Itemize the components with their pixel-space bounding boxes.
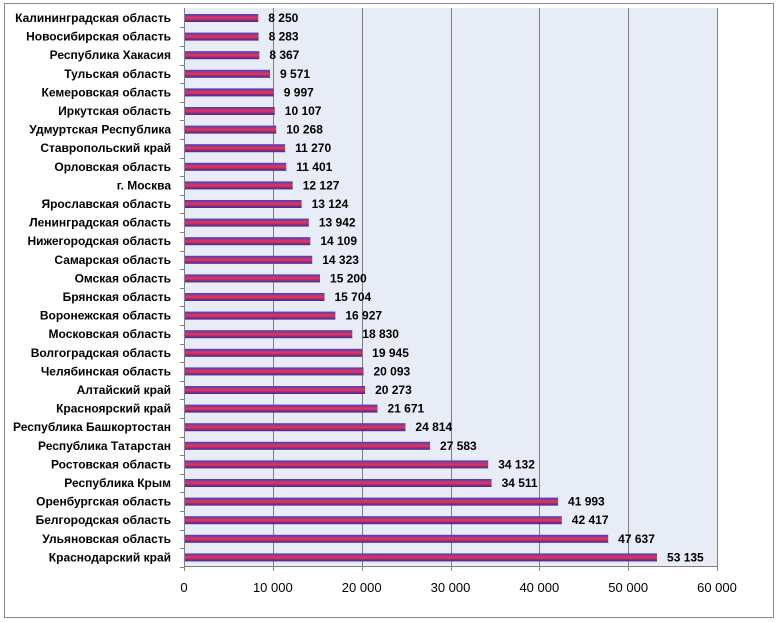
data-label: 13 942 [319,216,356,230]
bar [185,69,271,78]
data-label: 42 417 [572,513,609,527]
bar [185,330,353,339]
category-label: Новосибирская область [26,30,171,44]
x-tick-label: 30 000 [431,580,471,595]
category-label: Ростовская область [51,457,171,471]
x-tick-label: 50 000 [608,580,648,595]
bar [185,88,274,97]
data-label: 41 993 [568,495,605,509]
data-label: 21 671 [388,402,425,416]
bar [185,534,609,543]
bar [185,125,277,134]
bar [185,553,658,562]
x-tick-label: 0 [180,580,187,595]
x-tick-label: 10 000 [253,580,293,595]
data-label: 47 637 [618,532,655,546]
bar [185,423,406,432]
data-label: 14 109 [320,234,357,248]
data-label: 18 830 [362,327,399,341]
category-label: Иркутская область [58,104,171,118]
bar [185,255,313,264]
category-label: Самарская область [54,253,171,267]
data-label: 19 945 [372,346,409,360]
data-label: 9 571 [280,67,310,81]
category-label: Республика Татарстан [38,439,171,453]
data-label: 20 273 [375,383,412,397]
category-label: Брянская область [63,290,171,304]
category-label: Белгородская область [36,513,171,527]
category-label: Ульяновская область [42,532,171,546]
bar [185,14,259,22]
data-label: 10 268 [286,123,323,137]
category-label: г. Москва [117,178,172,192]
data-label: 8 250 [268,11,298,25]
bar [185,107,275,115]
data-label: 8 283 [269,30,299,44]
x-tick-label: 60 000 [697,580,737,595]
category-label: Нижегородская область [27,234,171,248]
data-label: 8 367 [269,48,299,62]
category-label: Калининградская область [15,11,171,25]
data-label: 34 132 [498,457,535,471]
category-label: Кемеровская область [42,85,172,99]
x-tick-label: 20 000 [342,580,382,595]
bar [185,497,559,506]
bar [185,479,492,487]
data-label: 27 583 [440,439,477,453]
data-label: 34 511 [502,476,538,490]
bar [185,274,321,283]
bar [185,144,286,153]
data-label: 12 127 [303,178,340,192]
category-label: Ставропольский край [40,141,171,155]
category-label: Волгоградская область [31,346,171,360]
data-label: 53 135 [667,550,704,564]
category-label: Республика Крым [64,476,171,490]
bar [185,348,363,357]
category-label: Воронежская область [40,309,171,323]
x-tick-label: 40 000 [519,580,559,595]
bar [185,516,562,525]
category-label: Красноярский край [56,402,171,416]
category-label: Ленинградская область [29,216,171,230]
bar [185,200,302,208]
data-label: 20 093 [373,364,410,378]
bar [185,404,378,413]
bar [185,237,311,246]
bar [185,460,489,469]
data-label: 14 323 [322,253,359,267]
data-label: 15 200 [330,271,367,285]
bar [185,441,431,450]
data-label: 13 124 [312,197,349,211]
category-label: Краснодарский край [49,550,171,564]
data-label: 9 997 [284,85,314,99]
category-label: Челябинская область [41,364,171,378]
data-label: 11 401 [296,160,332,174]
data-label: 11 270 [295,141,331,155]
data-label: 15 704 [335,290,372,304]
bar [185,32,259,41]
category-label: Удмуртская Республика [29,123,171,137]
bar [185,386,366,394]
category-label: Ярославская область [41,197,171,211]
bar [185,311,336,320]
data-label: 24 814 [415,420,452,434]
data-label: 10 107 [285,104,322,118]
category-label: Оренбургская область [36,495,171,509]
bar [185,218,309,227]
category-label: Республика Хакасия [50,48,171,62]
category-label: Омская область [75,271,171,285]
category-label: Республика Башкортостан [13,420,171,434]
bar [185,367,364,376]
bar [185,293,325,301]
bar [185,181,293,190]
data-label: 16 927 [345,309,382,323]
bar [185,51,260,60]
bar [185,162,287,171]
category-label: Тульская область [64,67,171,81]
category-label: Московская область [49,327,171,341]
category-label: Алтайский край [77,383,171,397]
category-label: Орловская область [54,160,171,174]
